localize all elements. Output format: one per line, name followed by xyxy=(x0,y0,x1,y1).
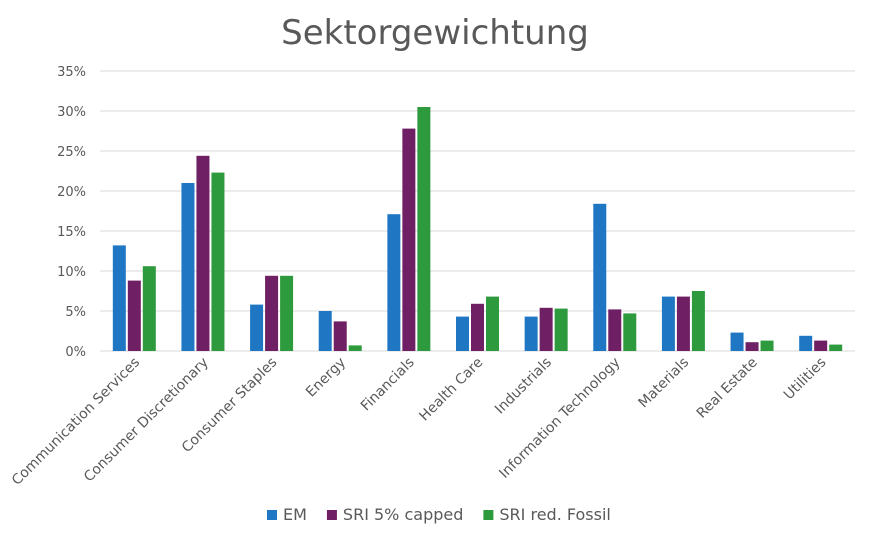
x-category-label: Industrials xyxy=(492,355,555,418)
bar-sri-red-fossil xyxy=(280,275,294,351)
bar-sri-5-capped xyxy=(333,321,347,351)
bar-sri-5-capped xyxy=(265,275,279,351)
bar-sri-5-capped xyxy=(127,280,141,351)
x-category-label: Materials xyxy=(636,355,693,412)
x-category-label: Utilities xyxy=(781,355,830,404)
x-category-label: Health Care xyxy=(416,355,486,425)
bar-sri-red-fossil xyxy=(623,313,637,351)
bar-sri-red-fossil xyxy=(554,308,568,351)
bar-sri-5-capped xyxy=(814,340,828,351)
y-tick-label: 35% xyxy=(57,65,86,80)
y-tick-label: 25% xyxy=(57,145,86,160)
x-category-label: Energy xyxy=(303,355,349,401)
y-tick-label: 30% xyxy=(57,105,86,120)
bar-sri-red-fossil xyxy=(760,340,774,351)
bar-em xyxy=(730,332,744,351)
legend-label: SRI 5% capped xyxy=(343,505,463,524)
y-tick-label: 5% xyxy=(65,305,86,320)
bars xyxy=(112,107,843,351)
x-category-label: Financials xyxy=(358,355,418,415)
legend-label: EM xyxy=(283,505,307,524)
legend-label: SRI red. Fossil xyxy=(499,505,610,524)
bar-em xyxy=(593,203,607,351)
bar-em xyxy=(250,304,264,351)
x-category-label: Communication Services xyxy=(9,355,143,489)
bar-sri-red-fossil xyxy=(142,266,156,351)
bar-sri-5-capped xyxy=(745,342,759,351)
bar-em xyxy=(181,183,195,351)
bar-em xyxy=(112,245,126,351)
y-axis-ticks: 0% 5% 10% 15% 20% 25% 30% 35% xyxy=(57,65,86,360)
bar-em xyxy=(661,296,675,351)
bar-sri-red-fossil xyxy=(348,345,362,351)
y-tick-label: 0% xyxy=(65,345,86,360)
bar-em xyxy=(318,311,332,351)
x-category-label: Consumer Discretionary xyxy=(81,355,212,486)
bar-em xyxy=(524,316,538,351)
bar-em xyxy=(799,335,813,351)
chart-title: Sektorgewichtung xyxy=(281,13,589,53)
bar-sri-5-capped xyxy=(196,155,210,351)
y-tick-label: 10% xyxy=(57,265,86,280)
x-category-label: Real Estate xyxy=(694,355,761,422)
bar-sri-red-fossil xyxy=(211,172,225,351)
gridlines xyxy=(100,70,855,352)
legend-swatch xyxy=(483,510,494,520)
bar-em xyxy=(387,214,401,351)
x-category-label: Information Technology xyxy=(496,355,623,482)
bar-sri-red-fossil xyxy=(691,291,705,351)
bar-sri-5-capped xyxy=(539,307,553,351)
bar-sri-5-capped xyxy=(608,309,622,351)
bar-sri-red-fossil xyxy=(417,107,431,351)
bar-sri-red-fossil xyxy=(829,344,843,351)
bar-em xyxy=(456,316,469,351)
legend-swatch xyxy=(326,510,337,520)
bar-sri-5-capped xyxy=(676,296,690,351)
y-tick-label: 20% xyxy=(57,185,86,200)
legend-swatch xyxy=(267,510,277,520)
legend: EM SRI 5% capped SRI red. Fossil xyxy=(267,505,611,524)
bar-sri-red-fossil xyxy=(486,296,499,351)
y-tick-label: 15% xyxy=(57,225,86,240)
bar-sri-5-capped xyxy=(471,303,484,351)
bar-sri-5-capped xyxy=(402,128,416,351)
